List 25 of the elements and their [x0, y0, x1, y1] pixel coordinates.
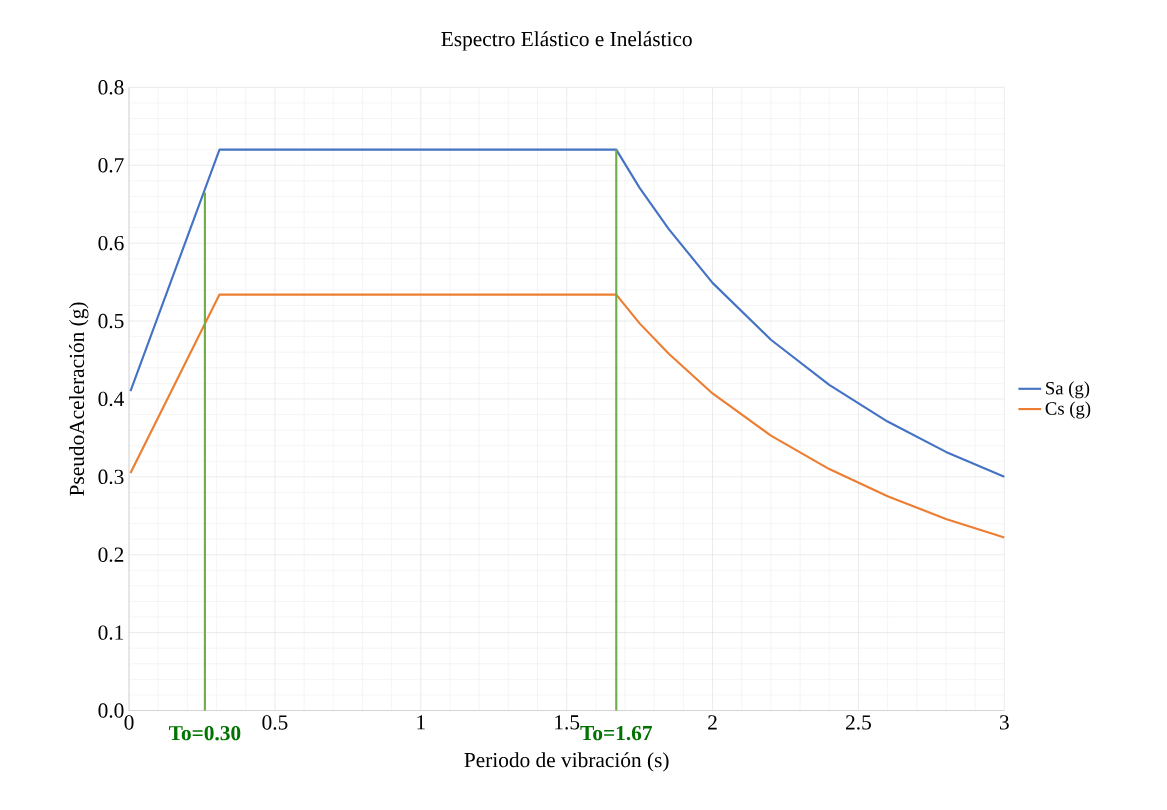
legend-label: Sa (g) [1046, 381, 1090, 399]
y-tick-label: 0.4 [98, 391, 124, 407]
y-tick-label: 0.7 [98, 158, 124, 173]
line-series [129, 293, 1006, 539]
x-tick-label: 1 [417, 715, 425, 730]
x-tick-label: 3 [999, 715, 1009, 730]
y-tick-label: 0.5 [98, 314, 124, 329]
x-tick-label: 2 [708, 715, 717, 730]
y-tick-label: 0.2 [98, 547, 124, 563]
x-tick-label: 0 [124, 715, 134, 730]
y-tick-label: 0.0 [98, 703, 124, 718]
x-tick-label: 1.5 [555, 715, 580, 730]
y-tick-label: 0.6 [98, 236, 124, 251]
annotation: To=1.67 [580, 726, 652, 741]
annotation: To=0.30 [169, 726, 241, 741]
y-tick-label: 0.3 [98, 469, 124, 485]
y-axis-title: PseudoAceleración (g) [69, 302, 89, 497]
x-tick-label: 2.5 [846, 715, 871, 730]
x-tick-label: 0.5 [262, 715, 288, 730]
line-series [129, 148, 1006, 479]
y-tick-label: 0.1 [98, 625, 124, 641]
chart-title: Espectro Elástico e Inelástico [441, 31, 692, 51]
y-tick-label: 0.8 [98, 80, 124, 95]
x-axis-title: Periodo de vibración (s) [464, 752, 669, 772]
legend-label: Cs (g) [1045, 401, 1091, 419]
